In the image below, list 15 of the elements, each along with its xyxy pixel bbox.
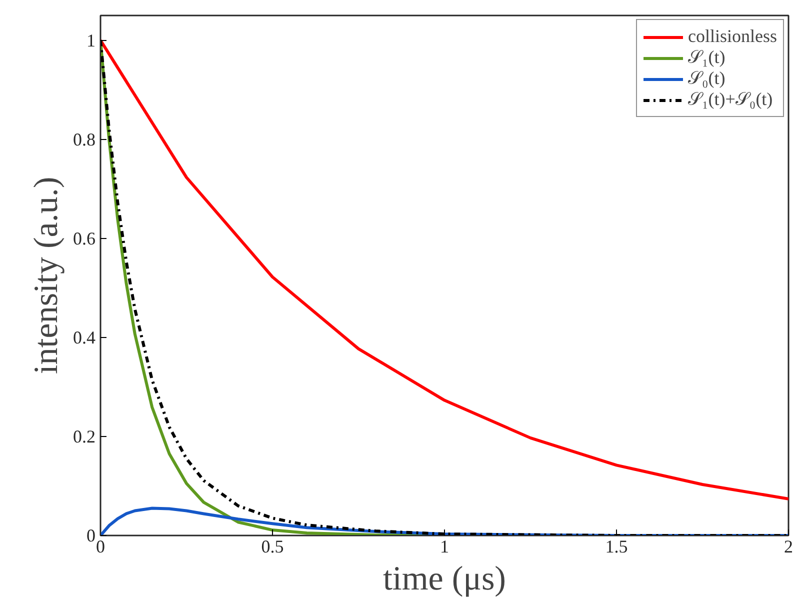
y-tick-label: 1 [86, 30, 96, 50]
y-tick-label: 0.6 [73, 228, 96, 248]
legend-label: collisionless [688, 26, 777, 47]
y-axis-title: intensity (a.u.) [28, 176, 65, 374]
legend-label: 𝒮₀(t) [688, 68, 726, 89]
y-tick-label: 0.4 [73, 327, 96, 348]
x-axis-title: time (μs) [382, 560, 506, 598]
y-tick-label: 0.8 [73, 129, 96, 150]
legend-label: 𝒮₁(t)+𝒮₀(t) [688, 89, 773, 110]
x-tick-label: 1 [440, 536, 449, 556]
legend-label: 𝒮₁(t) [688, 47, 726, 68]
x-tick-label: 1.5 [605, 536, 628, 556]
y-tick-label: 0.2 [73, 426, 96, 446]
x-tick-label: 2 [784, 536, 793, 556]
x-tick-label: 0.5 [261, 536, 284, 556]
